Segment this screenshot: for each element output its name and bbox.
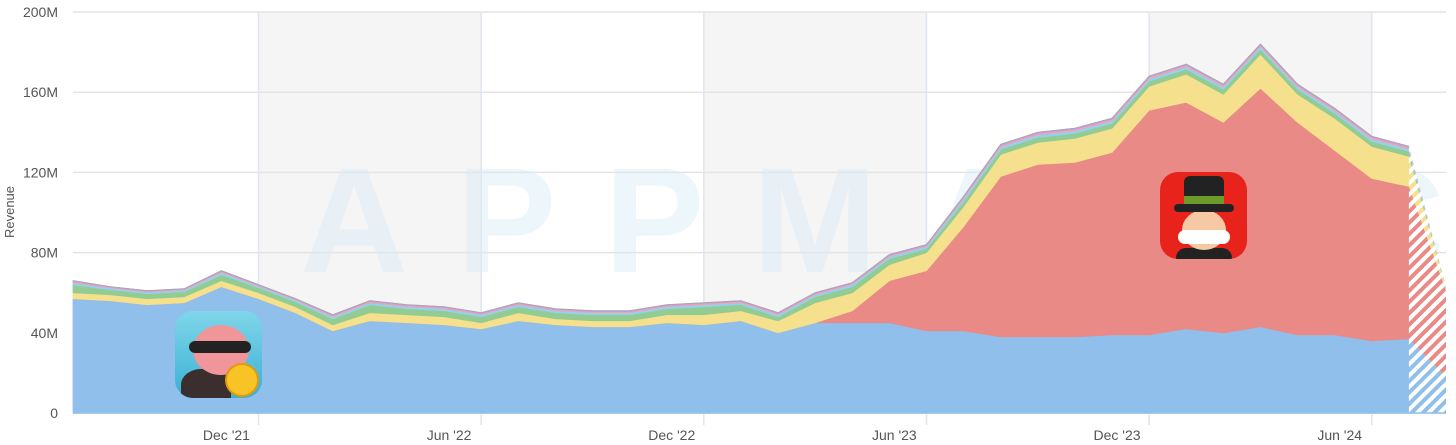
x-tick-label: Jun '22 <box>427 427 472 443</box>
x-tick-label: Dec '21 <box>203 427 250 443</box>
x-tick-label: Dec '23 <box>1094 427 1141 443</box>
monopoly-go-app-icon <box>1160 172 1247 259</box>
projected-area-coin-master <box>1408 338 1446 413</box>
y-tick-label: 40M <box>31 325 58 341</box>
x-tick-label: Dec '22 <box>648 427 695 443</box>
coin-master-app-icon <box>175 311 262 398</box>
x-tick-label: Jun '23 <box>872 427 917 443</box>
projected-area-other-5 <box>1408 146 1446 287</box>
y-tick-label: 160M <box>23 84 58 100</box>
total-outline <box>72 43 1410 316</box>
projected-area-other-4 <box>1408 147 1446 288</box>
y-tick-label: 0 <box>50 405 58 421</box>
y-tick-label: 80M <box>31 245 58 261</box>
y-axis-label: Revenue <box>2 186 17 238</box>
y-tick-label: 200M <box>23 4 58 20</box>
x-tick-label: Jun '24 <box>1317 427 1362 443</box>
projected-area-other-1 <box>1408 156 1446 291</box>
projected-area-other-3 <box>1408 148 1446 288</box>
projected-area-other-2 <box>1408 151 1446 289</box>
y-tick-label: 120M <box>23 164 58 180</box>
projected-area-monopoly-go <box>1408 186 1446 377</box>
